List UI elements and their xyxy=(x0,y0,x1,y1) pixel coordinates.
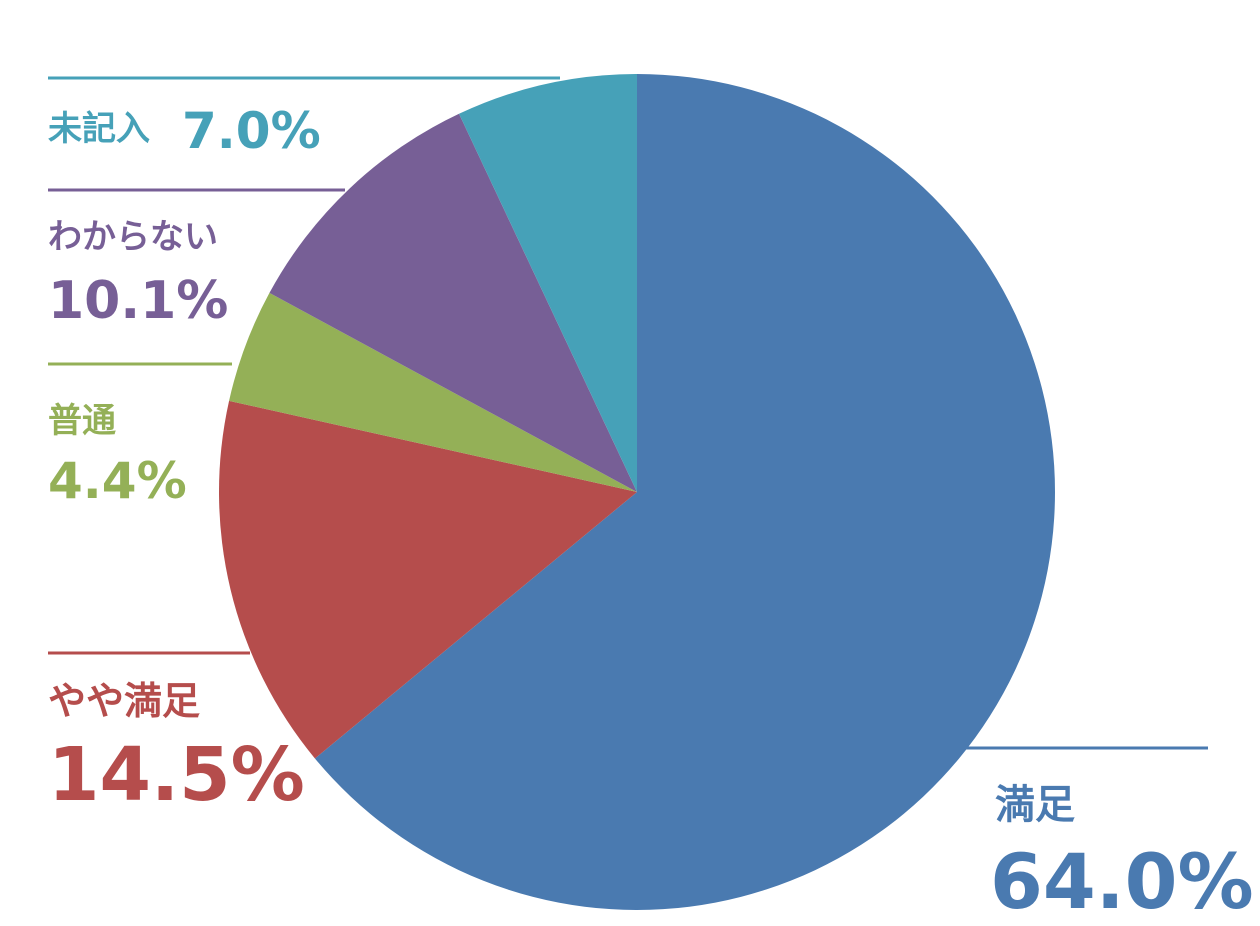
category-label: 未記入 xyxy=(48,109,150,149)
pie-slice xyxy=(459,74,637,492)
value-label: 64.0% xyxy=(990,837,1254,926)
category-label: 普通 xyxy=(48,401,116,441)
pie-slice xyxy=(269,113,637,493)
category-label: やや満足 xyxy=(48,679,200,723)
pie-slice xyxy=(218,400,637,759)
category-label: 満足 xyxy=(995,782,1075,828)
pie-slice xyxy=(229,292,638,492)
value-label: 7.0% xyxy=(182,102,321,160)
category-label: わからない xyxy=(48,217,218,257)
value-label: 10.1% xyxy=(48,271,228,331)
value-label: 4.4% xyxy=(48,452,187,510)
value-label: 14.5% xyxy=(48,732,305,818)
pie-slice xyxy=(314,74,1055,911)
